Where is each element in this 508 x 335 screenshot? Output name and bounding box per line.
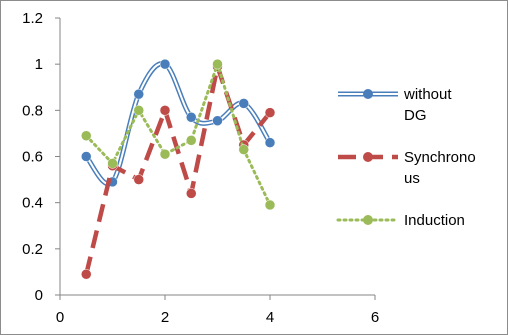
- x-tick-label: 4: [266, 309, 274, 326]
- data-point: [212, 58, 223, 70]
- data-point: [186, 135, 197, 146]
- data-point: [159, 148, 171, 160]
- y-tick-label: 0.8: [22, 102, 43, 119]
- data-point: [133, 105, 144, 116]
- series-induction: [81, 58, 276, 211]
- legend-label: without: [403, 86, 452, 103]
- legend-label: Synchrono: [404, 149, 476, 166]
- data-point: [133, 174, 144, 185]
- legend-label: Induction: [404, 212, 465, 229]
- y-tick-label: 0.2: [22, 241, 43, 258]
- series-line: [84, 59, 272, 207]
- data-point: [264, 199, 276, 211]
- data-point: [159, 58, 171, 70]
- data-point: [238, 98, 249, 109]
- data-point: [186, 112, 197, 123]
- legend-label: DG: [404, 107, 427, 124]
- legend-marker: [363, 215, 373, 225]
- legend-item-induction: Induction: [336, 212, 465, 229]
- x-tick-label: 6: [371, 309, 379, 326]
- legend-marker: [363, 89, 373, 99]
- data-point: [264, 137, 276, 148]
- data-point: [133, 88, 144, 100]
- data-point: [107, 158, 118, 169]
- legend-marker: [363, 152, 373, 162]
- x-tick-label: 0: [56, 309, 64, 326]
- data-point: [238, 144, 249, 155]
- data-point: [81, 151, 92, 162]
- data-point: [186, 188, 197, 199]
- data-point: [212, 115, 223, 126]
- y-tick-label: 0.4: [22, 195, 43, 212]
- data-point: [81, 130, 92, 141]
- legend-item-without-dg: without DG: [338, 86, 452, 124]
- x-tick-label: 2: [161, 309, 169, 326]
- y-tick-label: 1.2: [22, 10, 43, 27]
- data-point: [81, 268, 92, 280]
- y-tick-label: 0: [35, 287, 43, 304]
- axes: 0 0.2 0.4 0.6 0.8 1 1.2 0 2 4 6: [22, 10, 379, 326]
- legend: without DG Synchrono us Induction: [336, 86, 476, 229]
- legend-item-synchronous: Synchrono us: [338, 149, 476, 187]
- y-tick-label: 0.6: [22, 149, 43, 166]
- data-point: [264, 107, 276, 118]
- legend-label: us: [404, 170, 420, 187]
- series-layer: [81, 58, 276, 280]
- data-point: [159, 105, 171, 116]
- y-tick-label: 1: [35, 56, 43, 73]
